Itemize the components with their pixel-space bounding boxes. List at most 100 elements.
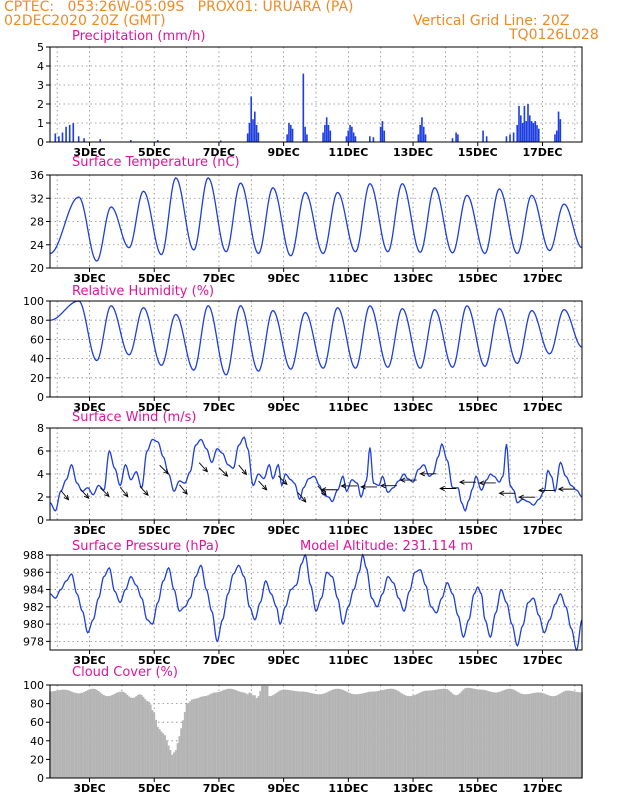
cloud-bar — [61, 689, 64, 778]
x-tick-label: 9DEC — [267, 654, 299, 667]
cloud-bar — [546, 695, 549, 778]
x-tick-label: 3DEC — [73, 272, 105, 285]
wind-arrowhead — [202, 466, 209, 473]
cloud-bar — [349, 693, 352, 778]
wind-vector — [198, 462, 208, 472]
cloud-bar — [374, 691, 377, 778]
cloud-bar — [536, 692, 539, 778]
x-tick-label: 9DEC — [267, 782, 299, 795]
cloud-bar — [293, 690, 296, 778]
cloud-bar — [212, 692, 215, 778]
cloud-bar — [449, 691, 452, 778]
cloud-bar — [566, 690, 569, 778]
cloud-bar — [171, 754, 174, 778]
x-tick-label: 15DEC — [458, 146, 498, 159]
cloud-bar — [422, 691, 425, 778]
cloud-bar — [500, 691, 503, 778]
wind-vector — [139, 485, 149, 496]
cloud-bar — [327, 691, 330, 778]
cloud-bar — [539, 692, 542, 778]
x-tick-label: 3DEC — [73, 654, 105, 667]
cloud-bar — [128, 696, 131, 778]
cloud-bar — [453, 694, 456, 778]
cloud-bar — [356, 694, 359, 778]
cloud-bar — [275, 692, 278, 778]
precip-bar — [253, 111, 256, 142]
cloud-bar — [160, 731, 163, 778]
cloud-bar — [72, 692, 75, 778]
cloud-bar — [518, 692, 521, 778]
cloud-bar — [92, 688, 95, 778]
wind-vector — [60, 490, 69, 500]
cloud-bar — [300, 691, 303, 778]
cloud-bar — [475, 689, 477, 778]
precip-bar — [523, 105, 526, 142]
cloud-bar — [363, 692, 366, 778]
header-model-code: TQ0126L028 — [509, 27, 599, 43]
precip-bar — [99, 139, 102, 142]
cloud-bar — [138, 694, 141, 778]
x-tick-label: 11DEC — [328, 782, 368, 795]
cloud-bar — [525, 694, 528, 778]
series-line — [49, 300, 583, 376]
cloud-bar — [410, 696, 413, 778]
cloud-bar — [56, 690, 59, 778]
cloud-bar — [120, 691, 123, 778]
precip-bar — [58, 136, 60, 142]
precip-bar — [537, 128, 540, 142]
precip-bar — [302, 73, 305, 142]
cloud-bar — [219, 691, 222, 778]
precip-bar — [534, 121, 536, 142]
cloud-bar — [205, 695, 208, 778]
cloud-bar — [437, 689, 440, 778]
cloud-bar — [273, 694, 276, 778]
cloud-bar — [239, 691, 242, 778]
cloud-bar — [257, 696, 260, 778]
x-tick-label: 11DEC — [328, 272, 368, 285]
x-tick-label: 7DEC — [203, 524, 235, 537]
precip-bar — [257, 132, 260, 142]
cloud-bar — [532, 693, 535, 778]
cloud-bar — [268, 696, 271, 778]
cloud-bar — [185, 703, 188, 778]
precip-bar — [528, 115, 531, 142]
cloud-bar — [271, 695, 274, 778]
cloud-bar — [507, 688, 510, 778]
cloud-bar — [259, 691, 262, 778]
wind-vector — [277, 475, 288, 485]
x-tick-label: 17DEC — [522, 654, 562, 667]
cloud-bar — [419, 692, 422, 778]
cloud-bar — [480, 689, 483, 778]
cloud-bar — [149, 704, 152, 778]
y-tick-label: 5 — [37, 41, 44, 54]
header-grid-line: Vertical Grid Line: 20Z — [413, 13, 570, 29]
precip-bar — [383, 130, 386, 142]
precip-bar — [246, 133, 249, 142]
y-tick-label: 6 — [37, 445, 44, 458]
y-tick-label: 8 — [37, 422, 44, 435]
cloud-bar — [63, 689, 66, 778]
cloud-bar — [512, 689, 515, 778]
y-tick-label: 20 — [30, 753, 44, 766]
cloud-bar — [403, 694, 406, 778]
cloud-bar — [76, 693, 78, 778]
x-tick-label: 15DEC — [458, 654, 498, 667]
cloud-bar — [334, 688, 337, 778]
wind-vector — [238, 464, 247, 475]
cloud-bar — [385, 689, 388, 778]
chart-panel-0: 0 1 2 3 4 5 3DEC 5DEC 7DEC 9DEC 11DEC 13DEC 15DEC 17D… — [37, 41, 583, 159]
cloud-bar — [207, 695, 210, 778]
precip-bar — [557, 111, 560, 142]
cloud-bar — [457, 694, 459, 778]
cloud-bar — [131, 698, 134, 778]
wind-arrowhead — [439, 485, 445, 492]
cloud-bar — [333, 689, 335, 778]
cloud-bar — [448, 690, 450, 778]
cloud-bar — [383, 689, 386, 778]
cloud-bar — [388, 688, 391, 778]
cloud-bar — [226, 688, 229, 778]
wind-vector — [80, 488, 90, 499]
cloud-bar — [295, 691, 298, 778]
cloud-bar — [70, 691, 73, 778]
